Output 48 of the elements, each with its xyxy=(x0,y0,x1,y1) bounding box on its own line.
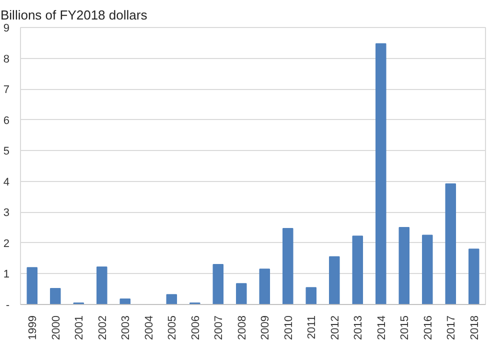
bar xyxy=(50,288,61,304)
x-tick-label: 2015 xyxy=(399,315,412,340)
y-tick-label: 8 xyxy=(3,53,10,66)
x-tick-label: 2006 xyxy=(190,315,202,340)
y-tick-label: 4 xyxy=(3,176,10,188)
bar xyxy=(282,228,294,304)
x-tick-label: 2011 xyxy=(306,316,318,340)
bar xyxy=(306,287,317,304)
y-tick-label: 6 xyxy=(3,114,10,127)
bar xyxy=(26,267,38,304)
bar xyxy=(398,227,410,304)
bar xyxy=(328,256,340,304)
x-tick-label: 2014 xyxy=(376,315,388,340)
bar xyxy=(445,183,456,304)
x-tick-label: 2005 xyxy=(166,315,179,340)
bar xyxy=(120,298,131,304)
bar xyxy=(212,264,224,304)
y-tick-label: 9 xyxy=(3,22,10,34)
x-tick-label: 1999 xyxy=(27,315,40,340)
y-tick-label: 5 xyxy=(3,146,10,158)
x-tick-label: 2000 xyxy=(50,315,62,340)
x-tick-label: 2012 xyxy=(329,315,342,340)
x-tick-label: 2016 xyxy=(422,315,434,340)
x-tick-label: 2018 xyxy=(468,315,481,340)
x-tick-label: 2008 xyxy=(236,315,248,340)
y-axis-title: Billions of FY2018 dollars xyxy=(0,8,148,22)
bar xyxy=(422,234,433,304)
bar xyxy=(375,43,386,304)
bar xyxy=(468,248,480,304)
x-tick-label: 2007 xyxy=(213,315,226,340)
x-tick-label: 2002 xyxy=(96,315,109,340)
x-tick-label: 2004 xyxy=(143,315,156,340)
bar xyxy=(166,294,178,304)
bar xyxy=(236,283,247,304)
x-tick-label: 2009 xyxy=(260,315,272,340)
bar xyxy=(259,268,270,304)
x-tick-label: 2003 xyxy=(120,315,132,340)
y-tick-label: 3 xyxy=(3,207,10,220)
y-tick-label: 2 xyxy=(3,238,10,250)
y-tick-label: 1 xyxy=(3,268,10,281)
x-tick-label: 2017 xyxy=(446,315,458,340)
bar xyxy=(96,266,108,304)
x-tick-label: 2001 xyxy=(74,315,86,340)
x-tick-label: 2010 xyxy=(282,315,295,340)
y-tick-label: 7 xyxy=(3,84,10,96)
bar xyxy=(352,236,364,304)
x-tick-label: 2013 xyxy=(352,315,365,340)
y-tick-label: - xyxy=(6,300,10,312)
